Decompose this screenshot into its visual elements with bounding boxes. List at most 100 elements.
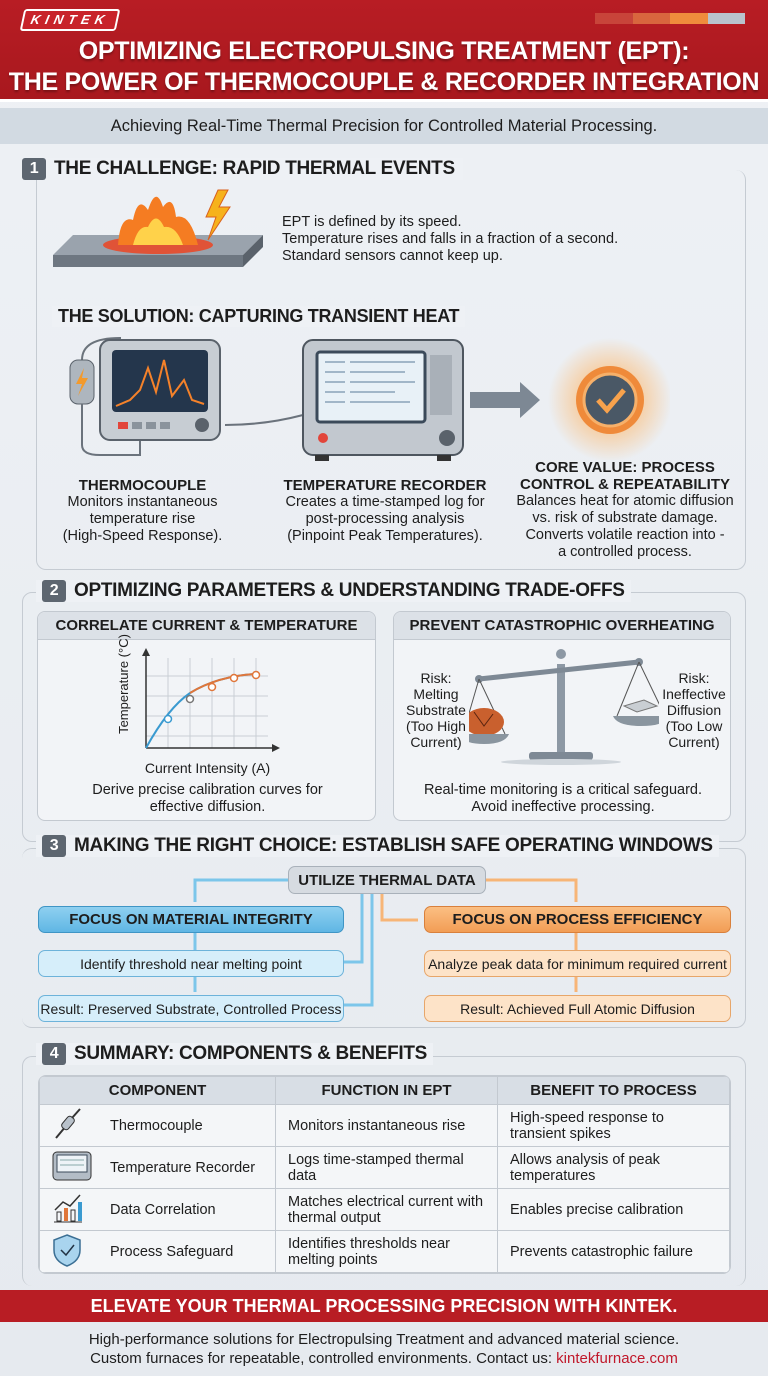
website-link[interactable]: kintekfurnace.com xyxy=(556,1350,678,1367)
component-cell: Temperature Recorder xyxy=(39,1146,276,1189)
text-line: (Too High xyxy=(406,718,466,734)
kintek-logo: KINTEK xyxy=(19,9,121,31)
stripe xyxy=(670,13,708,24)
benefit-cell: High-speed response to transient spikes xyxy=(497,1104,730,1147)
component-cell: Data Correlation xyxy=(39,1188,276,1231)
thermocouple-caption: THERMOCOUPLE Monitors instantaneous temper… xyxy=(50,477,235,545)
benefit-cell: Allows analysis of peak temperatures xyxy=(497,1146,730,1189)
text-line: vs. risk of substrate damage. xyxy=(532,510,718,526)
title-line: OPTIMIZING ELECTROPULSING TREATMENT (EPT… xyxy=(78,37,690,65)
solution-heading: THE SOLUTION: CAPTURING TRANSIENT HEAT xyxy=(52,306,466,327)
text-line: Current) xyxy=(410,734,462,750)
column-header: BENEFIT TO PROCESS xyxy=(497,1076,730,1105)
x-axis-label: Current Intensity (A) xyxy=(144,760,271,776)
footer-banner: ELEVATE YOUR THERMAL PROCESSING PRECISIO… xyxy=(0,1290,768,1322)
section-number: 2 xyxy=(42,580,66,602)
component-cell: Thermocouple xyxy=(39,1104,276,1147)
caption-title: TEMPERATURE RECORDER xyxy=(283,477,487,494)
section-title: MAKING THE RIGHT CHOICE: ESTABLISH SAFE … xyxy=(74,835,713,856)
utilize-thermal-data-node: UTILIZE THERMAL DATA xyxy=(288,866,486,894)
thermocouple-icon xyxy=(52,1107,110,1144)
benefit-cell: Prevents catastrophic failure xyxy=(497,1230,730,1273)
balance-scale-illustration xyxy=(469,649,659,765)
text-line: effective diffusion. xyxy=(149,799,266,815)
function-cell: Matches electrical current with thermal … xyxy=(275,1188,498,1231)
section2-heading: 2 OPTIMIZING PARAMETERS & UNDERSTANDING T… xyxy=(36,580,631,602)
correlate-caption: Derive precise calibration curves for eff… xyxy=(38,782,375,816)
contact-text: Custom furnaces for repeatable, controll… xyxy=(90,1350,552,1367)
challenge-text: EPT is defined by its speed. Temperature … xyxy=(282,214,618,265)
section1-heading: 1 THE CHALLENGE: RAPID THERMAL EVENTS xyxy=(22,158,463,180)
panel-title: PREVENT CATASTROPHIC OVERHEATING xyxy=(394,612,730,640)
function-cell: Identifies thresholds near melting point… xyxy=(275,1230,498,1273)
column-header: COMPONENT xyxy=(39,1076,276,1105)
footer-line: Custom furnaces for repeatable, controll… xyxy=(0,1349,768,1368)
section4-heading: 4 SUMMARY: COMPONENTS & BENEFITS xyxy=(36,1043,434,1065)
text-line: Monitors instantaneous xyxy=(67,494,218,510)
caption-title: CONTROL & REPEATABILITY xyxy=(520,476,730,493)
text-line: Ineffective xyxy=(662,686,726,702)
page-title: OPTIMIZING ELECTROPULSING TREATMENT (EPT… xyxy=(0,36,768,98)
core-value-caption: CORE VALUE: PROCESS CONTROL & REPEATABILI… xyxy=(505,459,745,561)
chart-icon xyxy=(52,1192,110,1228)
text-line: Standard sensors cannot keep up. xyxy=(282,248,503,264)
text-line: Avoid ineffective processing. xyxy=(471,799,655,815)
text-line: Real-time monitoring is a critical safeg… xyxy=(423,782,703,798)
component-name: Temperature Recorder xyxy=(110,1159,256,1176)
curve-point xyxy=(251,670,261,680)
text-line: (Too Low xyxy=(665,718,723,734)
section-number: 3 xyxy=(42,835,66,857)
section-title: THE CHALLENGE: RAPID THERMAL EVENTS xyxy=(54,158,455,179)
flow-connectors xyxy=(193,878,578,1007)
y-axis-label: Temperature (°C) xyxy=(116,634,131,734)
overheating-panel: PREVENT CATASTROPHIC OVERHEATING Risk: Me… xyxy=(393,611,731,821)
section-title: OPTIMIZING PARAMETERS & UNDERSTANDING TR… xyxy=(74,580,625,601)
text-line: Diffusion xyxy=(666,702,722,718)
text-line: Derive precise calibration curves for xyxy=(92,782,323,798)
text-line: (Pinpoint Peak Temperatures). xyxy=(287,528,483,544)
section-number: 4 xyxy=(42,1043,66,1065)
text-line: Substrate xyxy=(406,702,466,718)
process-efficiency-node: FOCUS ON PROCESS EFFICIENCY xyxy=(424,906,731,933)
table-row: Temperature Recorder Logs time-stamped th… xyxy=(39,1146,730,1189)
decorative-stripes xyxy=(595,13,745,24)
correlate-panel: CORRELATE CURRENT & TEMPERATURE Temperat… xyxy=(37,611,376,821)
overheating-caption: Real-time monitoring is a critical safeg… xyxy=(394,782,730,816)
heated-plate-illustration xyxy=(53,189,263,267)
table-row: Thermocouple Monitors instantaneous rise H… xyxy=(39,1104,730,1147)
subtitle: Achieving Real-Time Thermal Precision fo… xyxy=(0,108,768,144)
text-line: a controlled process. xyxy=(558,544,692,560)
header-banner: KINTEK OPTIMIZING ELECTROPULSING TREATME… xyxy=(0,0,768,102)
text-line: EPT is defined by its speed. xyxy=(282,214,462,230)
stripe xyxy=(707,13,745,24)
table-row: Process Safeguard Identifies thresholds n… xyxy=(39,1230,730,1273)
recorder-caption: TEMPERATURE RECORDER Creates a time-stamp… xyxy=(270,477,500,545)
curve-point xyxy=(163,714,173,724)
column-header: FUNCTION IN EPT xyxy=(275,1076,498,1105)
text-line: Current) xyxy=(668,734,720,750)
curve-point xyxy=(229,673,239,683)
risk-right-label: Risk: Ineffective Diffusion (Too Low Current… xyxy=(656,670,730,750)
function-cell: Monitors instantaneous rise xyxy=(275,1104,498,1147)
text-line: Melting xyxy=(413,686,459,702)
text-line: (High-Speed Response). xyxy=(62,528,223,544)
risk-left-label: Risk: Melting Substrate (Too High Current) xyxy=(400,670,472,750)
footer-line: High-performance solutions for Electropu… xyxy=(88,1331,680,1348)
function-cell: Logs time-stamped thermal data xyxy=(275,1146,498,1189)
result-diffusion-node: Result: Achieved Full Atomic Diffusion xyxy=(424,995,731,1022)
table-header-row: COMPONENT FUNCTION IN EPT BENEFIT TO PROCE… xyxy=(39,1076,730,1105)
component-name: Data Correlation xyxy=(110,1201,216,1218)
result-preserved-node: Result: Preserved Substrate, Controlled … xyxy=(38,995,344,1022)
section-title: SUMMARY: COMPONENTS & BENEFITS xyxy=(74,1043,428,1064)
curve-point xyxy=(185,694,195,704)
benefit-cell: Enables precise calibration xyxy=(497,1188,730,1231)
text-line: Creates a time-stamped log for xyxy=(285,494,485,510)
shield-check-icon xyxy=(52,1233,110,1271)
summary-table: COMPONENT FUNCTION IN EPT BENEFIT TO PROCE… xyxy=(38,1075,731,1274)
footer-text: High-performance solutions for Electropu… xyxy=(0,1330,768,1368)
table-row: Data Correlation Matches electrical curre… xyxy=(39,1188,730,1231)
text-line: Risk: xyxy=(678,670,710,686)
core-value-gear-illustration xyxy=(470,338,670,460)
section3-heading: 3 MAKING THE RIGHT CHOICE: ESTABLISH SAFE… xyxy=(36,835,719,857)
section1-frame xyxy=(36,170,746,570)
